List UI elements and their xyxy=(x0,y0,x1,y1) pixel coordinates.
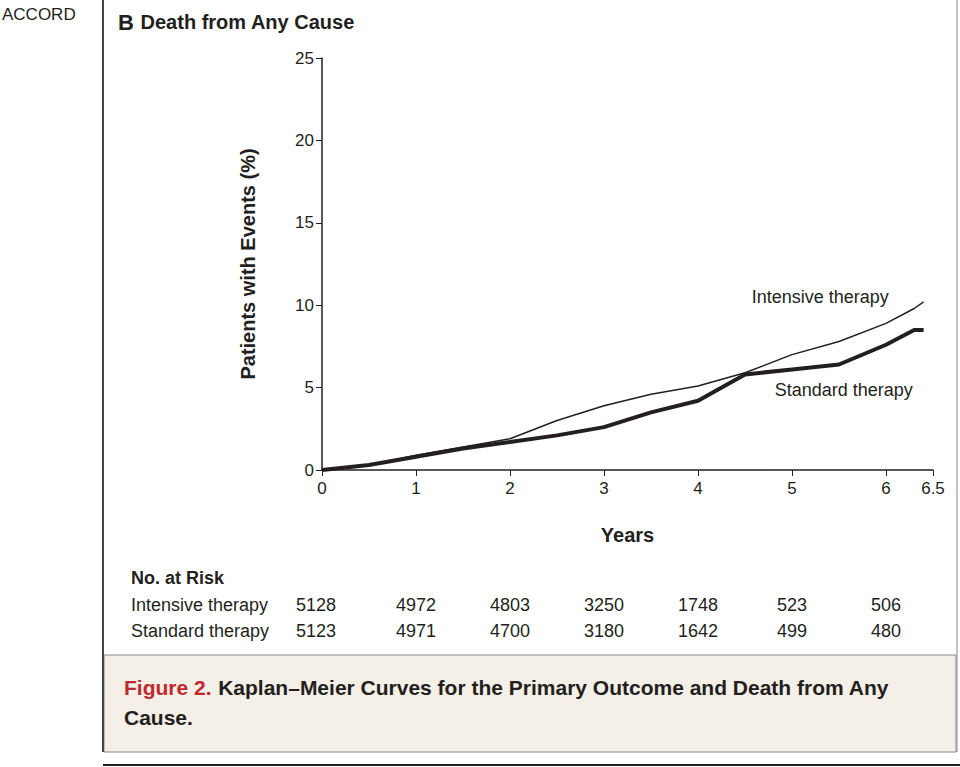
svg-text:4972: 4972 xyxy=(396,595,436,615)
svg-text:0: 0 xyxy=(317,479,326,498)
svg-text:Figure 2.: Figure 2. xyxy=(124,676,212,699)
svg-text:No. at Risk: No. at Risk xyxy=(131,568,225,588)
svg-text:3250: 3250 xyxy=(584,595,624,615)
svg-text:15: 15 xyxy=(295,213,314,232)
svg-text:Years: Years xyxy=(601,524,654,546)
svg-text:5128: 5128 xyxy=(296,595,336,615)
svg-text:Death from Any Cause: Death from Any Cause xyxy=(141,11,355,33)
svg-text:Kaplan–Meier Curves for the Pr: Kaplan–Meier Curves for the Primary Outc… xyxy=(218,676,894,699)
svg-text:1748: 1748 xyxy=(678,595,718,615)
svg-text:3180: 3180 xyxy=(584,621,624,641)
svg-text:10: 10 xyxy=(295,296,314,315)
svg-text:5: 5 xyxy=(787,479,796,498)
svg-text:Cause.: Cause. xyxy=(124,706,193,729)
svg-text:5: 5 xyxy=(305,378,314,397)
svg-text:523: 523 xyxy=(777,595,807,615)
svg-text:1642: 1642 xyxy=(678,621,718,641)
svg-text:499: 499 xyxy=(777,621,807,641)
svg-text:6.5: 6.5 xyxy=(921,479,945,498)
svg-text:480: 480 xyxy=(871,621,901,641)
svg-text:Standard therapy: Standard therapy xyxy=(775,380,913,400)
svg-text:20: 20 xyxy=(295,131,314,150)
svg-text:4: 4 xyxy=(693,479,702,498)
svg-text:4803: 4803 xyxy=(490,595,530,615)
svg-text:5123: 5123 xyxy=(296,621,336,641)
svg-text:4971: 4971 xyxy=(396,621,436,641)
svg-text:Intensive therapy: Intensive therapy xyxy=(131,595,268,615)
svg-text:3: 3 xyxy=(599,479,608,498)
svg-text:Patients with Events (%): Patients with Events (%) xyxy=(237,148,259,379)
svg-text:ACCORD: ACCORD xyxy=(2,5,76,24)
svg-text:Standard therapy: Standard therapy xyxy=(131,621,269,641)
svg-text:506: 506 xyxy=(871,595,901,615)
svg-text:0: 0 xyxy=(305,461,314,480)
svg-text:6: 6 xyxy=(881,479,890,498)
svg-text:Intensive therapy: Intensive therapy xyxy=(752,287,889,307)
svg-text:25: 25 xyxy=(295,49,314,68)
svg-text:4700: 4700 xyxy=(490,621,530,641)
svg-text:B: B xyxy=(118,10,134,35)
svg-text:1: 1 xyxy=(411,479,420,498)
svg-text:2: 2 xyxy=(505,479,514,498)
